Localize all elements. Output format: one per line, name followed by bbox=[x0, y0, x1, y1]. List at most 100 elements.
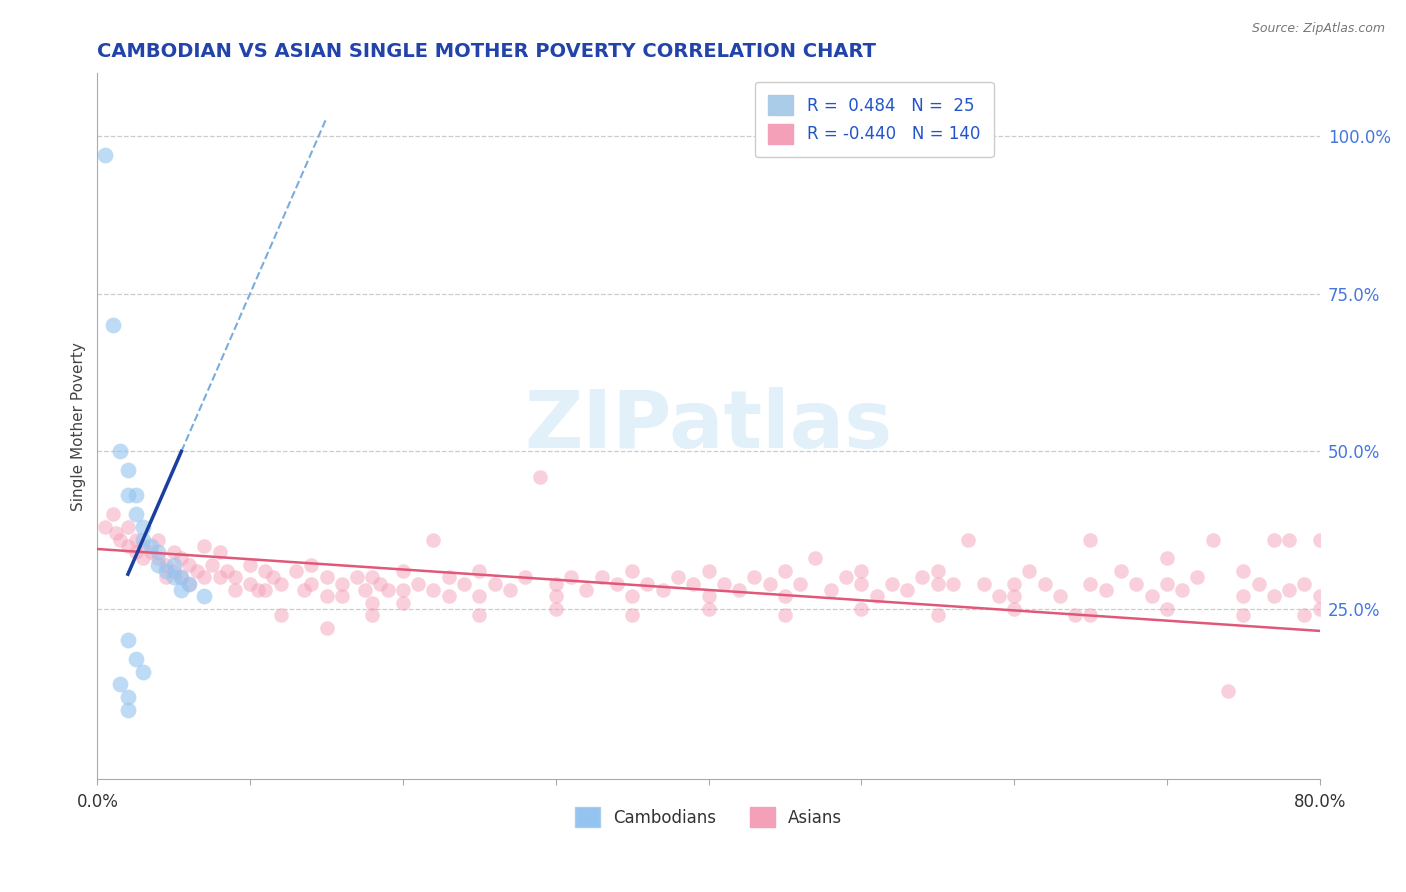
Point bbox=[820, 582, 842, 597]
Point bbox=[1187, 570, 1209, 584]
Point bbox=[942, 576, 965, 591]
Point bbox=[124, 488, 146, 502]
Point bbox=[927, 608, 949, 623]
Point bbox=[697, 589, 720, 603]
Point bbox=[101, 508, 124, 522]
Point bbox=[468, 589, 491, 603]
Point bbox=[124, 652, 146, 666]
Point bbox=[132, 539, 155, 553]
Point bbox=[117, 520, 139, 534]
Point bbox=[193, 570, 215, 584]
Point bbox=[773, 608, 796, 623]
Point bbox=[896, 582, 918, 597]
Point bbox=[591, 570, 613, 584]
Point bbox=[682, 576, 704, 591]
Point bbox=[217, 564, 239, 578]
Point bbox=[177, 576, 200, 591]
Point bbox=[422, 533, 444, 547]
Point bbox=[148, 533, 170, 547]
Point bbox=[315, 570, 337, 584]
Point bbox=[170, 582, 193, 597]
Point bbox=[851, 602, 873, 616]
Point bbox=[132, 533, 155, 547]
Point bbox=[1033, 576, 1056, 591]
Point bbox=[529, 469, 551, 483]
Point bbox=[1080, 533, 1102, 547]
Point bbox=[851, 576, 873, 591]
Point bbox=[621, 589, 644, 603]
Point bbox=[1002, 576, 1025, 591]
Point bbox=[110, 677, 132, 691]
Point bbox=[392, 595, 415, 609]
Point bbox=[1202, 533, 1225, 547]
Point bbox=[132, 520, 155, 534]
Point bbox=[292, 582, 315, 597]
Point bbox=[1125, 576, 1147, 591]
Point bbox=[254, 564, 277, 578]
Point bbox=[804, 551, 827, 566]
Point bbox=[346, 570, 368, 584]
Point bbox=[170, 551, 193, 566]
Point bbox=[117, 463, 139, 477]
Point bbox=[177, 558, 200, 572]
Point bbox=[353, 582, 375, 597]
Point bbox=[1064, 608, 1087, 623]
Point bbox=[880, 576, 903, 591]
Point bbox=[177, 576, 200, 591]
Point bbox=[697, 564, 720, 578]
Point bbox=[651, 582, 673, 597]
Point bbox=[224, 570, 246, 584]
Point bbox=[163, 545, 186, 559]
Point bbox=[437, 570, 460, 584]
Point bbox=[94, 148, 117, 162]
Point bbox=[544, 589, 567, 603]
Point bbox=[270, 608, 292, 623]
Point bbox=[117, 539, 139, 553]
Point bbox=[239, 576, 262, 591]
Point bbox=[1140, 589, 1163, 603]
Point bbox=[544, 576, 567, 591]
Point bbox=[1294, 576, 1316, 591]
Point bbox=[468, 608, 491, 623]
Text: ZIPatlas: ZIPatlas bbox=[524, 387, 893, 465]
Point bbox=[186, 564, 208, 578]
Point bbox=[515, 570, 537, 584]
Point bbox=[1002, 589, 1025, 603]
Legend: Cambodians, Asians: Cambodians, Asians bbox=[568, 800, 849, 834]
Point bbox=[1232, 608, 1254, 623]
Point bbox=[499, 582, 522, 597]
Point bbox=[713, 576, 735, 591]
Point bbox=[163, 564, 186, 578]
Point bbox=[262, 570, 284, 584]
Point bbox=[246, 582, 269, 597]
Text: Source: ZipAtlas.com: Source: ZipAtlas.com bbox=[1251, 22, 1385, 36]
Point bbox=[484, 576, 506, 591]
Point bbox=[422, 582, 444, 597]
Point bbox=[728, 582, 751, 597]
Point bbox=[315, 589, 337, 603]
Point bbox=[773, 589, 796, 603]
Point bbox=[104, 526, 127, 541]
Point bbox=[124, 508, 146, 522]
Point bbox=[330, 589, 353, 603]
Point bbox=[773, 564, 796, 578]
Point bbox=[392, 582, 415, 597]
Point bbox=[1263, 589, 1285, 603]
Point bbox=[361, 570, 384, 584]
Point bbox=[575, 582, 598, 597]
Point bbox=[957, 533, 980, 547]
Point bbox=[1156, 602, 1178, 616]
Point bbox=[621, 564, 644, 578]
Point bbox=[117, 690, 139, 704]
Point bbox=[299, 576, 322, 591]
Point bbox=[110, 444, 132, 458]
Point bbox=[1247, 576, 1270, 591]
Point bbox=[254, 582, 277, 597]
Point bbox=[1109, 564, 1132, 578]
Point bbox=[139, 539, 162, 553]
Point bbox=[148, 551, 170, 566]
Point bbox=[851, 564, 873, 578]
Point bbox=[1018, 564, 1040, 578]
Point bbox=[927, 564, 949, 578]
Y-axis label: Single Mother Poverty: Single Mother Poverty bbox=[72, 342, 86, 510]
